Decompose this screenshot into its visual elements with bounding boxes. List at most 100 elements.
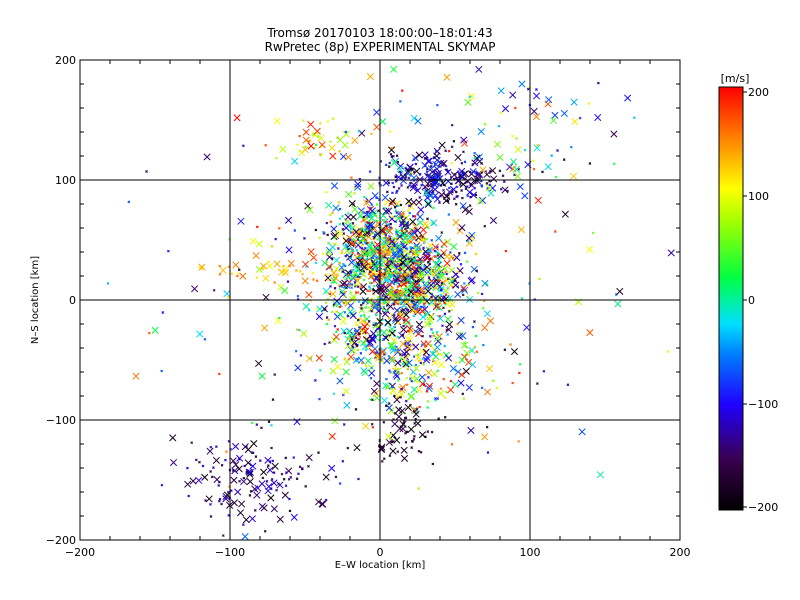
data-point bbox=[311, 131, 319, 139]
data-point bbox=[382, 420, 386, 424]
data-point bbox=[410, 446, 414, 449]
data-point bbox=[457, 316, 465, 324]
data-point bbox=[246, 478, 254, 486]
data-point bbox=[229, 457, 237, 465]
data-point bbox=[368, 335, 376, 343]
data-point bbox=[399, 258, 407, 266]
data-point bbox=[336, 377, 344, 385]
data-point bbox=[427, 175, 435, 184]
data-point bbox=[443, 73, 451, 81]
data-point bbox=[203, 337, 207, 341]
data-point bbox=[418, 373, 426, 381]
data-point bbox=[435, 330, 439, 334]
data-point bbox=[394, 291, 397, 295]
data-point bbox=[380, 346, 388, 354]
data-point bbox=[371, 425, 375, 429]
data-point bbox=[295, 269, 298, 272]
data-point bbox=[596, 471, 604, 479]
data-point bbox=[438, 141, 446, 149]
data-point bbox=[346, 446, 350, 450]
data-point bbox=[569, 145, 573, 149]
axis-ticks bbox=[79, 59, 681, 541]
y-axis-label: N–S location [km] bbox=[30, 256, 41, 344]
data-point bbox=[419, 361, 423, 365]
data-point bbox=[260, 504, 268, 512]
data-point bbox=[332, 333, 340, 341]
data-point bbox=[470, 191, 478, 199]
data-point bbox=[426, 252, 430, 255]
data-point bbox=[414, 363, 418, 367]
data-point bbox=[338, 482, 342, 485]
data-point bbox=[410, 386, 418, 394]
data-point bbox=[633, 116, 636, 120]
data-point bbox=[304, 484, 308, 488]
data-point bbox=[429, 343, 433, 347]
data-point bbox=[394, 179, 398, 183]
data-point bbox=[238, 479, 241, 483]
data-point bbox=[307, 248, 315, 256]
data-point bbox=[341, 393, 345, 397]
data-point bbox=[359, 314, 363, 318]
data-point bbox=[367, 320, 371, 323]
data-point bbox=[464, 98, 472, 106]
data-point bbox=[215, 445, 218, 448]
data-point bbox=[483, 388, 492, 396]
data-point bbox=[348, 258, 356, 267]
data-point bbox=[343, 401, 351, 409]
data-point bbox=[338, 150, 341, 153]
data-point bbox=[306, 206, 314, 214]
data-point bbox=[338, 222, 341, 226]
data-point bbox=[364, 217, 368, 221]
data-point bbox=[147, 331, 151, 335]
data-point bbox=[350, 339, 359, 347]
data-point bbox=[359, 285, 363, 288]
data-point bbox=[450, 123, 454, 127]
data-point bbox=[433, 280, 441, 288]
data-point bbox=[217, 484, 221, 487]
data-point bbox=[415, 380, 419, 384]
data-point bbox=[395, 230, 398, 234]
data-point bbox=[335, 272, 339, 276]
data-point bbox=[363, 228, 366, 232]
data-point bbox=[405, 197, 413, 205]
data-point bbox=[287, 477, 291, 481]
data-point bbox=[415, 183, 418, 186]
data-point bbox=[370, 241, 374, 244]
data-point bbox=[291, 157, 299, 165]
data-point bbox=[385, 220, 389, 224]
data-point bbox=[459, 180, 467, 188]
data-point bbox=[390, 336, 398, 345]
data-point bbox=[241, 443, 249, 451]
data-point bbox=[393, 237, 397, 240]
data-point bbox=[436, 397, 439, 400]
data-point bbox=[408, 204, 411, 208]
data-point bbox=[444, 149, 447, 153]
data-point bbox=[415, 151, 423, 159]
data-point bbox=[442, 306, 445, 310]
data-point bbox=[393, 394, 396, 398]
data-point bbox=[275, 488, 278, 492]
data-point bbox=[426, 430, 430, 433]
data-point bbox=[290, 513, 298, 521]
data-point bbox=[400, 446, 408, 454]
data-point bbox=[339, 317, 347, 326]
data-point bbox=[365, 241, 368, 245]
data-point bbox=[340, 249, 344, 253]
data-point bbox=[570, 98, 578, 106]
data-point bbox=[410, 379, 414, 383]
data-point bbox=[445, 354, 453, 362]
data-point bbox=[246, 468, 254, 476]
data-point bbox=[354, 265, 362, 273]
data-point bbox=[463, 160, 467, 164]
colorbar-tick-label: −100 bbox=[748, 398, 778, 411]
data-point bbox=[187, 494, 191, 498]
data-point bbox=[496, 153, 504, 161]
data-point bbox=[411, 281, 420, 290]
data-point bbox=[509, 343, 512, 346]
data-point bbox=[417, 293, 420, 297]
data-point bbox=[397, 210, 405, 218]
data-point bbox=[368, 249, 377, 257]
data-point bbox=[454, 177, 462, 185]
data-point bbox=[444, 270, 447, 274]
data-point bbox=[387, 402, 391, 405]
